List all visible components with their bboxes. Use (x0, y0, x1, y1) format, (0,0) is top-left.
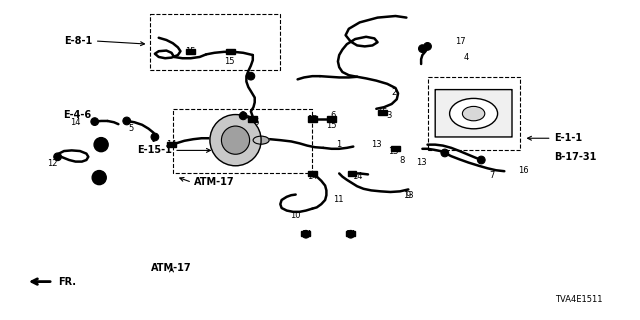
Circle shape (94, 138, 108, 152)
Circle shape (54, 153, 61, 161)
Text: 14: 14 (301, 230, 311, 239)
Text: 2: 2 (391, 88, 396, 97)
Bar (226, 49, 235, 54)
Text: 7: 7 (489, 171, 494, 180)
Text: E-1-1: E-1-1 (554, 133, 582, 143)
Text: E-15-1: E-15-1 (137, 145, 172, 156)
Text: ATM-17: ATM-17 (151, 263, 192, 273)
Text: 15: 15 (378, 108, 388, 117)
Bar (248, 116, 257, 122)
Text: 15: 15 (186, 47, 196, 56)
Text: TVA4E1511: TVA4E1511 (556, 295, 603, 304)
Circle shape (221, 126, 250, 154)
Circle shape (424, 43, 431, 50)
Bar (308, 171, 317, 176)
Bar (391, 146, 400, 151)
Bar (348, 171, 356, 176)
Circle shape (419, 45, 426, 52)
Bar (308, 116, 317, 122)
Circle shape (123, 117, 131, 125)
Text: ATM-17: ATM-17 (194, 177, 235, 188)
Bar (150, 14, 280, 70)
Text: 17: 17 (456, 37, 466, 46)
Bar (173, 109, 312, 173)
Text: 3: 3 (387, 111, 392, 120)
Bar (428, 77, 520, 150)
Text: 14: 14 (352, 172, 362, 181)
Text: 8: 8 (399, 156, 404, 165)
Text: 13: 13 (403, 191, 413, 200)
Text: 11: 11 (333, 195, 343, 204)
Text: 9: 9 (406, 191, 411, 200)
Text: 18: 18 (96, 140, 106, 149)
Text: B-17-31: B-17-31 (554, 152, 596, 162)
Text: 1: 1 (337, 140, 342, 149)
Circle shape (441, 149, 449, 157)
Text: 16: 16 (518, 166, 529, 175)
Bar (301, 231, 310, 236)
Text: 13: 13 (371, 140, 381, 149)
Ellipse shape (463, 106, 485, 121)
Text: 6: 6 (330, 111, 335, 120)
Text: 14: 14 (307, 172, 317, 181)
Text: 4: 4 (463, 53, 468, 62)
Circle shape (97, 141, 105, 148)
Text: E-4-6: E-4-6 (63, 109, 91, 120)
Ellipse shape (450, 99, 498, 129)
Bar (186, 49, 195, 54)
Circle shape (347, 230, 355, 238)
Text: 15: 15 (224, 57, 234, 66)
Text: 18: 18 (94, 172, 104, 181)
Circle shape (91, 118, 99, 125)
Ellipse shape (253, 136, 269, 144)
Circle shape (477, 156, 485, 164)
Text: E-8-1: E-8-1 (65, 36, 93, 46)
Circle shape (151, 133, 159, 141)
Text: 5: 5 (129, 124, 134, 132)
Text: 6: 6 (239, 111, 244, 120)
Circle shape (210, 115, 261, 166)
Circle shape (302, 230, 310, 238)
Text: 13: 13 (416, 158, 426, 167)
Text: 15: 15 (307, 115, 317, 124)
Circle shape (247, 72, 255, 80)
Text: 14: 14 (70, 118, 81, 127)
Text: 14: 14 (346, 230, 356, 239)
Text: FR.: FR. (58, 276, 76, 287)
Text: 14: 14 (166, 140, 177, 149)
Text: 15: 15 (250, 118, 260, 127)
Text: 15: 15 (388, 147, 399, 156)
FancyBboxPatch shape (435, 90, 512, 137)
Circle shape (92, 171, 106, 185)
Text: 10: 10 (291, 211, 301, 220)
Bar (167, 142, 176, 147)
Circle shape (239, 112, 247, 120)
Bar (346, 231, 355, 236)
Text: 12: 12 (47, 159, 58, 168)
Circle shape (95, 174, 103, 181)
Bar (378, 110, 387, 115)
Bar (327, 116, 336, 122)
Text: 15: 15 (326, 121, 337, 130)
